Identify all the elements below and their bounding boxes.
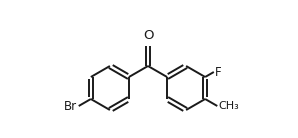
- Text: CH₃: CH₃: [218, 101, 239, 111]
- Text: O: O: [143, 29, 153, 42]
- Text: Br: Br: [63, 99, 77, 112]
- Text: F: F: [215, 66, 221, 79]
